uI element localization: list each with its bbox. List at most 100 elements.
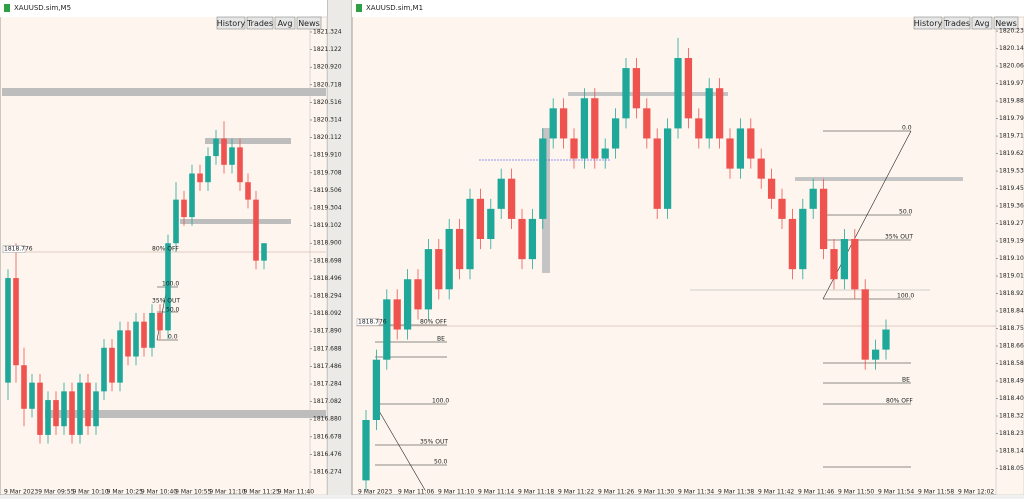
candle-body	[653, 138, 661, 209]
level-label: 50.0	[166, 307, 180, 314]
price-marker-box	[2, 245, 26, 253]
time-label: 9 Mar 11:40	[278, 489, 314, 496]
candle-body	[528, 218, 537, 260]
candle-body	[788, 218, 797, 270]
candle-body	[237, 147, 243, 183]
level-label: 35% OUT	[420, 439, 448, 446]
level-label: 50.0	[434, 459, 448, 466]
price-tick-label: 1819.625	[999, 150, 1024, 157]
toolbar-button-label[interactable]: History	[914, 19, 943, 28]
price-tick-label: 1818.059	[999, 465, 1024, 472]
candle-body	[851, 239, 859, 290]
toolbar-button[interactable]	[216, 16, 246, 30]
time-label: 9 Mar 11:25	[244, 489, 280, 496]
price-tick-label: 1818.496	[313, 275, 342, 282]
price-tick-label: 1820.234	[999, 28, 1024, 35]
toolbar-button-label[interactable]: Avg	[975, 19, 990, 28]
level-label: 100.0	[162, 281, 179, 288]
time-label: 9 Mar 11:46	[798, 489, 834, 496]
toolbar-button[interactable]	[296, 16, 322, 30]
toolbar-button[interactable]	[943, 16, 971, 30]
price-tick-label: 1818.294	[313, 293, 342, 300]
candle-body	[747, 128, 755, 159]
zone	[568, 92, 728, 96]
price-marker: 1818.776	[4, 246, 33, 253]
window-icon	[4, 4, 10, 12]
candle-body	[455, 228, 464, 270]
price-tick-label: 1819.103	[999, 255, 1024, 262]
toolbar-button-label[interactable]: History	[217, 19, 246, 28]
toolbar-button-label[interactable]: Avg	[278, 19, 293, 28]
toolbar-button[interactable]	[993, 16, 1019, 30]
toolbar-button-label[interactable]: Trades	[246, 19, 273, 28]
level-label: BE	[902, 377, 910, 384]
price-tick-label: 1816.274	[313, 469, 342, 476]
time-label: 9 Mar 11:10	[209, 489, 245, 496]
time-label: 9 Mar 11:58	[918, 489, 954, 496]
time-label: 9 Mar 12:02	[958, 489, 994, 496]
candle-body	[882, 329, 890, 350]
toolbar-button-label[interactable]: Trades	[943, 19, 970, 28]
candle-body	[45, 400, 51, 435]
candle-body	[736, 128, 745, 169]
price-marker: 1818.776	[358, 319, 387, 326]
toolbar-button-label[interactable]: News	[995, 19, 1017, 28]
time-label: 9 Mar 10:40	[141, 489, 177, 496]
candle-body	[601, 148, 609, 159]
candle-body	[632, 68, 641, 109]
candle-body	[663, 128, 672, 209]
candle-body	[109, 347, 115, 383]
toolbar-button[interactable]	[274, 16, 296, 30]
title-bar	[0, 0, 327, 17]
candle-body	[229, 147, 235, 165]
price-tick-label: 1817.486	[313, 363, 342, 370]
time-label: 9 Mar 11:38	[718, 489, 754, 496]
price-tick-label: 1819.190	[999, 238, 1024, 245]
toolbar-button[interactable]	[971, 16, 993, 30]
candle-body	[125, 330, 131, 357]
candle-body	[37, 382, 43, 435]
time-label: 9 Mar 11:54	[878, 489, 914, 496]
candle-body	[77, 382, 83, 435]
toolbar-button[interactable]	[246, 16, 274, 30]
price-tick-label: 1820.718	[313, 81, 342, 88]
price-tick-label: 1820.147	[999, 45, 1024, 52]
candle-body	[157, 312, 163, 331]
candle-body	[69, 391, 75, 435]
level-label: 100.0	[897, 293, 914, 300]
candle-body	[117, 330, 123, 383]
candle-body	[507, 178, 516, 219]
price-tick-label: 1818.755	[999, 325, 1024, 332]
level-label: 80% OFF	[152, 246, 179, 253]
candle-body	[840, 239, 849, 280]
time-label: 9 Mar 10:25	[107, 489, 143, 496]
price-tick-label: 1821.122	[313, 46, 342, 53]
candle-body	[611, 118, 620, 149]
candle-body	[362, 420, 370, 481]
zone	[180, 219, 291, 224]
price-tick-label: 1817.284	[313, 381, 342, 388]
price-tick-label: 1820.112	[313, 134, 342, 141]
candle-body	[466, 198, 474, 270]
zone	[45, 410, 326, 418]
price-tick-label: 1816.476	[313, 451, 342, 458]
price-tick-label: 1818.146	[999, 447, 1024, 454]
candle-body	[393, 299, 401, 330]
toolbar-button-label[interactable]: News	[298, 19, 320, 28]
zone	[205, 138, 291, 144]
candle-body	[197, 173, 203, 183]
candle-body	[85, 382, 91, 427]
candle-body	[29, 382, 35, 409]
time-label: 9 Mar 11:50	[838, 489, 874, 496]
candle-body	[767, 178, 776, 199]
toolbar-button[interactable]	[913, 16, 943, 30]
time-label: 9 Mar 09:55	[38, 489, 74, 496]
candle-body	[830, 249, 838, 280]
candle-body	[695, 118, 703, 139]
level-label: 80% OFF	[420, 319, 447, 326]
price-tick-label: 1818.233	[999, 430, 1024, 437]
time-label: 9 Mar 10:10	[72, 489, 108, 496]
candle-body	[21, 365, 27, 409]
candle-body	[205, 156, 211, 183]
candle-body	[819, 188, 828, 250]
